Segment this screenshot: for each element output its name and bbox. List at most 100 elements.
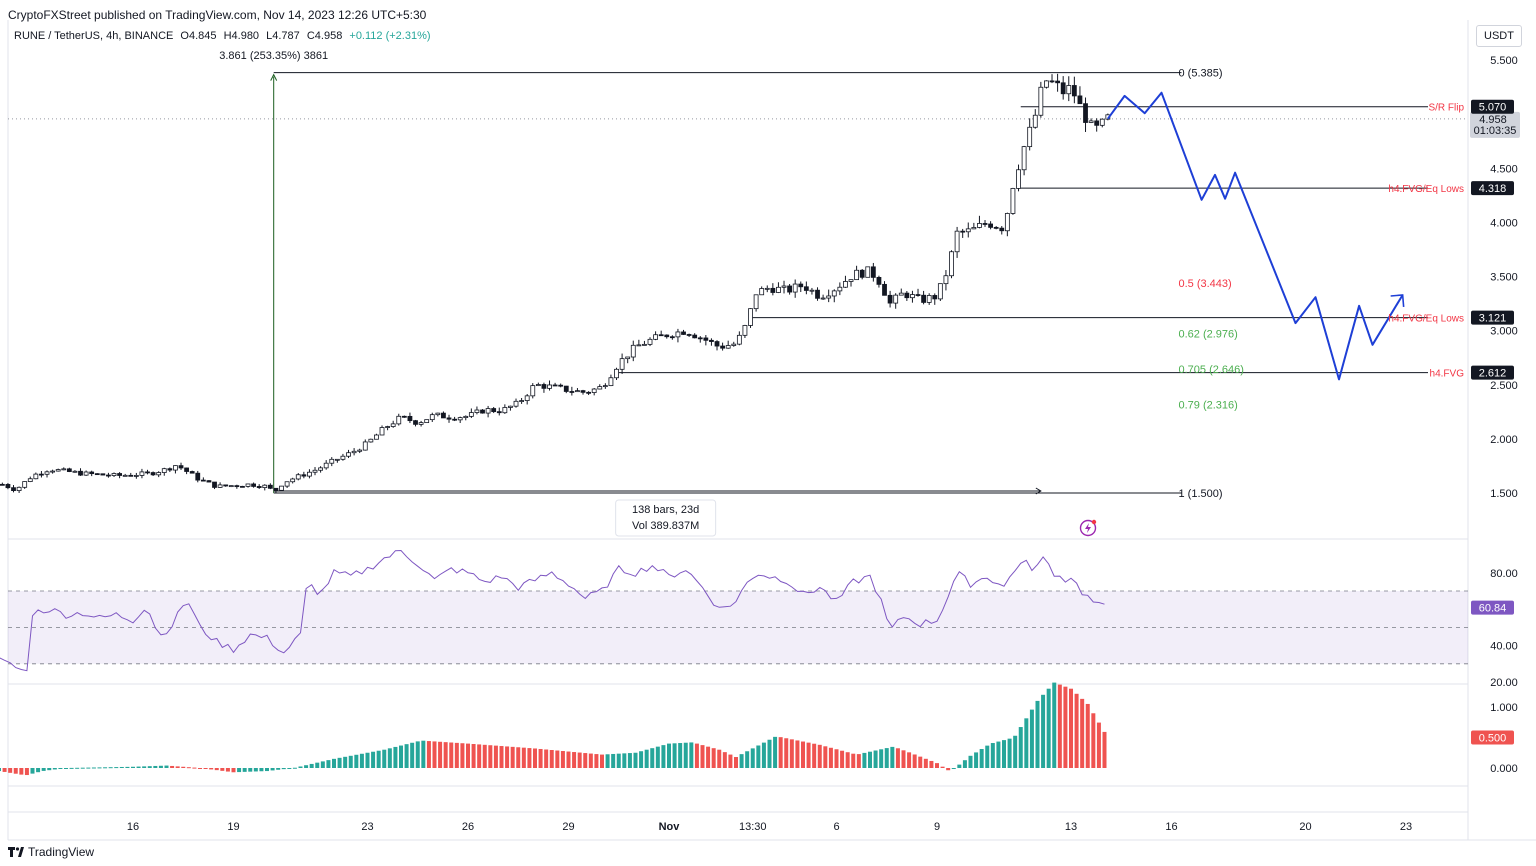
candle-body bbox=[212, 481, 217, 488]
candle-body bbox=[83, 471, 89, 476]
candle-body bbox=[591, 388, 597, 393]
osc-bar bbox=[1046, 688, 1051, 768]
osc-bar bbox=[516, 747, 521, 768]
candle-body bbox=[988, 223, 993, 228]
osc-bar bbox=[170, 765, 175, 768]
osc-bar bbox=[47, 768, 52, 771]
candle-body bbox=[217, 484, 223, 488]
candle-body bbox=[1055, 80, 1060, 84]
candle-body bbox=[697, 337, 703, 340]
osc-bar bbox=[41, 768, 46, 771]
osc-bar bbox=[421, 740, 426, 768]
osc-bar bbox=[951, 768, 956, 770]
osc-bar bbox=[918, 756, 923, 768]
osc-bar bbox=[678, 743, 683, 768]
candle-body bbox=[128, 474, 134, 477]
symbol-name[interactable]: RUNE / TetherUS, 4h, BINANCE bbox=[14, 30, 174, 42]
candle-body bbox=[558, 384, 564, 387]
candles bbox=[0, 73, 1111, 493]
osc-bar bbox=[689, 742, 694, 768]
current-price-tag-bg bbox=[1470, 111, 1520, 138]
osc-bar bbox=[828, 747, 833, 768]
candle-body bbox=[357, 449, 363, 452]
osc-bar bbox=[577, 752, 582, 768]
osc-bar bbox=[30, 768, 35, 774]
osc-bar bbox=[661, 745, 666, 768]
level-label: h4.FVG/Eq Lows bbox=[1388, 314, 1464, 325]
candle-body bbox=[429, 414, 435, 421]
osc-bar bbox=[1035, 700, 1040, 768]
osc-bar bbox=[298, 766, 303, 768]
currency-selector[interactable]: USDT bbox=[1476, 25, 1522, 47]
candle-body bbox=[865, 266, 871, 278]
osc-bar bbox=[1013, 735, 1018, 768]
candle-body bbox=[295, 474, 301, 480]
projection-line bbox=[1106, 91, 1404, 381]
osc-bar bbox=[650, 748, 655, 768]
tradingview-logo[interactable]: TradingView bbox=[8, 845, 94, 859]
candle-body bbox=[898, 292, 904, 296]
osc-bar bbox=[667, 743, 671, 768]
osc-bar bbox=[521, 747, 526, 768]
osc-bar bbox=[1029, 709, 1034, 768]
candle-body bbox=[1044, 80, 1049, 88]
osc-bar bbox=[482, 744, 487, 768]
osc-bar bbox=[627, 753, 632, 768]
osc-bar bbox=[410, 742, 415, 768]
candle-body bbox=[318, 467, 324, 471]
candle-body bbox=[569, 391, 575, 393]
osc-bar bbox=[265, 768, 269, 772]
level-price-tag-bg bbox=[1471, 99, 1514, 114]
candle-body bbox=[334, 458, 340, 461]
osc-bar bbox=[1063, 686, 1068, 768]
level-price-tag: 4.318 bbox=[1479, 183, 1507, 195]
time-tick: 13:30 bbox=[739, 821, 767, 833]
time-tick: 16 bbox=[127, 821, 139, 833]
osc-bar bbox=[493, 745, 498, 768]
candle-body bbox=[764, 287, 770, 290]
candle-body bbox=[396, 415, 402, 425]
candle-body bbox=[290, 478, 296, 483]
osc-bar bbox=[259, 768, 264, 772]
candle-body bbox=[106, 474, 111, 477]
candle-body bbox=[189, 471, 195, 474]
candle-body bbox=[256, 486, 262, 488]
candle-body bbox=[329, 458, 335, 464]
osc-bar bbox=[415, 741, 420, 768]
osc-bar bbox=[175, 766, 180, 768]
osc-bar bbox=[97, 767, 102, 769]
osc-bar bbox=[823, 746, 828, 768]
osc-bar bbox=[756, 745, 761, 768]
osc-bar bbox=[722, 752, 727, 768]
osc-tick: 0.000 bbox=[1490, 763, 1518, 775]
candle-body bbox=[346, 452, 351, 457]
osc-bar bbox=[946, 768, 951, 771]
osc-bar bbox=[158, 765, 163, 768]
candle-body bbox=[1083, 103, 1088, 123]
candle-body bbox=[910, 294, 915, 299]
osc-bar bbox=[1102, 731, 1107, 768]
candle-body bbox=[251, 483, 257, 487]
osc-bar bbox=[320, 761, 325, 768]
osc-bar bbox=[728, 754, 733, 768]
candle-body bbox=[675, 331, 681, 338]
candle-body bbox=[1099, 118, 1105, 126]
fib-label: 0 (5.385) bbox=[1179, 68, 1223, 80]
osc-bar bbox=[1057, 684, 1062, 768]
candle-body bbox=[385, 426, 391, 428]
candle-body bbox=[792, 283, 798, 293]
osc-bar bbox=[1052, 682, 1057, 768]
candle-body bbox=[943, 275, 949, 285]
osc-bar bbox=[58, 768, 63, 769]
osc-bar bbox=[387, 748, 392, 768]
candle-body bbox=[965, 228, 971, 233]
osc-bar bbox=[1085, 703, 1090, 768]
osc-bar bbox=[912, 754, 917, 768]
osc-bar bbox=[466, 743, 470, 768]
osc-bar bbox=[672, 743, 677, 768]
rsi-value-tag: 60.84 bbox=[1479, 603, 1507, 615]
candle-body bbox=[441, 412, 446, 419]
osc-bar bbox=[488, 745, 493, 768]
candle-body bbox=[597, 386, 603, 390]
